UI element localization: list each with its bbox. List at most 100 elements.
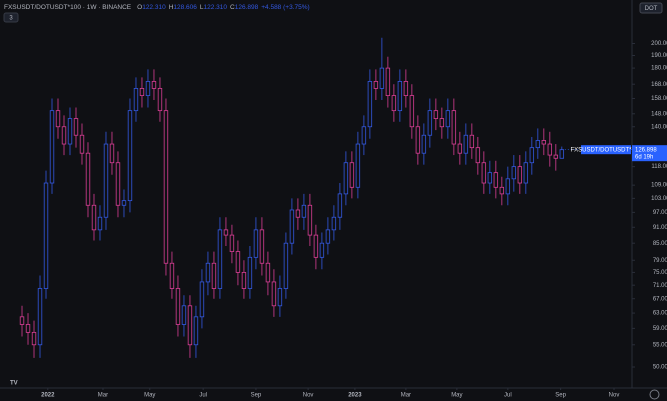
y-tick-label: 168.000	[651, 82, 667, 88]
y-tick-label: 103.000	[651, 196, 667, 202]
candle-body	[37, 288, 43, 346]
candle-body	[547, 143, 553, 156]
candle-body	[43, 182, 49, 289]
candle-body	[139, 88, 145, 96]
last-price: FXSUSDT/DOTUSDT*100 126.898 6d 19h	[570, 145, 667, 162]
candle-body	[127, 110, 133, 202]
symbol: FXSUSDT/DOTUSDT*100 · 1W · BINANCE O122.3…	[4, 4, 310, 11]
candle-body	[229, 234, 235, 252]
y-tick-label: 180.000	[651, 66, 667, 72]
x-tick-label: May	[451, 393, 462, 399]
y-tick-label: 118.000	[651, 164, 667, 170]
y-tick-label: 190.000	[651, 53, 667, 59]
y-tick-label: 97.000	[653, 210, 667, 216]
candle-body	[415, 126, 421, 154]
candle-body	[271, 281, 277, 307]
y-tick-label: 59.000	[653, 326, 667, 332]
symbol-text: FXSUSDT/DOTUSDT*100 · 1W · BINANCE	[4, 4, 132, 11]
candle-body	[301, 204, 307, 218]
x-tick-label: Jul	[504, 393, 512, 399]
candle-body	[199, 281, 205, 318]
candle-body	[211, 262, 217, 289]
candle-body	[481, 162, 487, 184]
candle-body	[295, 209, 301, 218]
candle-body	[277, 288, 283, 307]
candle-body	[187, 305, 193, 346]
candle-body	[373, 81, 379, 89]
candle-body	[463, 134, 469, 154]
candle-body	[235, 251, 241, 273]
c-value: 126.898	[235, 4, 259, 11]
o-label: O	[137, 4, 142, 11]
candle-body	[151, 81, 157, 89]
candle-body	[493, 172, 499, 188]
candle-body	[133, 88, 139, 112]
candle-body	[433, 110, 439, 119]
candle-body	[529, 147, 535, 164]
candle-body	[103, 143, 109, 218]
candle-body	[409, 95, 415, 128]
candle-body	[517, 166, 523, 184]
countdown: 6d 19h	[635, 154, 653, 160]
o-value: 122.310	[142, 4, 166, 11]
candle-body	[265, 262, 271, 283]
x-tick-label: Nov	[609, 393, 620, 399]
x-tick-label: 2023	[348, 393, 362, 399]
candle-body	[427, 110, 433, 136]
candle-body	[73, 118, 79, 136]
candle-body	[193, 316, 199, 346]
y-tick-label: 148.000	[651, 111, 667, 117]
candle-body	[175, 288, 181, 325]
candle-body	[391, 95, 397, 112]
candle-body	[253, 229, 259, 258]
x-tick-label: Jul	[199, 393, 207, 399]
candle-body	[115, 162, 121, 206]
symbol-label-bg	[581, 145, 631, 155]
candle-body	[535, 140, 541, 149]
candle-body	[79, 134, 85, 154]
candle-body	[361, 126, 367, 145]
settings-button[interactable]	[649, 389, 660, 400]
candle-body	[283, 242, 289, 289]
candle-body	[181, 305, 187, 325]
plot: 200.000 190.000 180.000 168.000 158.000 148.0…	[19, 37, 667, 399]
price-label-bg	[632, 145, 667, 162]
h-value: 128.606	[173, 4, 197, 11]
y-tick-label: 109.000	[651, 183, 667, 189]
candle-body	[319, 242, 325, 258]
candle-body	[163, 110, 169, 264]
y-tick-label: 91.000	[653, 225, 667, 231]
candle-body	[247, 256, 253, 289]
candle-body	[541, 140, 547, 145]
candle-body	[157, 88, 163, 112]
candle-body	[289, 209, 295, 244]
candle-body	[475, 147, 481, 164]
indicator-toggle[interactable]	[3, 12, 19, 23]
candle-body	[25, 324, 31, 333]
candle-body	[385, 67, 391, 96]
x-tick-label: Sep	[251, 393, 262, 399]
y-tick-label: 50.000	[653, 365, 667, 371]
candle-body	[511, 166, 517, 180]
x-tick-label: May	[144, 393, 155, 399]
candle-body	[397, 81, 403, 112]
indicator-count: 3	[9, 16, 13, 22]
x-tick-label: Mar	[401, 393, 411, 399]
candle-body	[451, 110, 457, 145]
candle-body	[457, 143, 463, 154]
candle-body	[61, 126, 67, 145]
candle-body	[145, 81, 151, 96]
y-tick-label: 79.000	[653, 258, 667, 264]
compare-badge[interactable]	[639, 2, 663, 14]
candle-body	[379, 67, 385, 89]
candle-body	[523, 162, 529, 184]
price-label: 126.898	[635, 147, 657, 153]
y-tick-label: 63.000	[653, 311, 667, 317]
candle-body	[331, 216, 337, 231]
h-label: H	[169, 4, 174, 11]
candle-body	[559, 149, 565, 159]
candle-body	[325, 229, 331, 244]
y-tick-label: 140.000	[651, 124, 667, 130]
